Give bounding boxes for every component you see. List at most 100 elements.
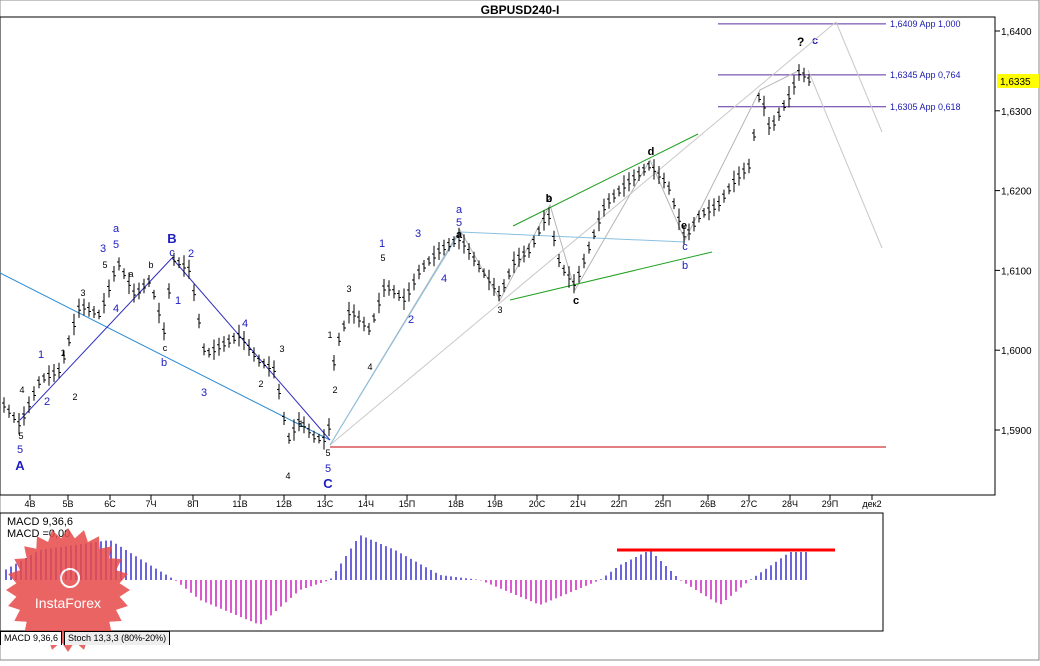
projection-line-2 — [807, 69, 883, 249]
wave-label-blue: C — [323, 476, 333, 491]
fib-label: 1,6345 App 0,764 — [890, 70, 961, 80]
current-price-label: 1,6335 — [1000, 77, 1031, 88]
wave-label-blue: c — [682, 241, 688, 253]
wave-label-blue: 1 — [175, 295, 181, 307]
date-tick-label: 12В — [276, 499, 292, 509]
date-tick-label: 5B — [62, 499, 73, 509]
date-tick-label: 13С — [317, 499, 334, 509]
fib-label: 1,6305 App 0,618 — [890, 102, 961, 112]
price-tick-label: 1,6200 — [1001, 187, 1032, 198]
fib-label: 1,6409 App 1,000 — [890, 19, 961, 29]
wave-label-black: 1 — [60, 348, 65, 358]
trendlines — [0, 21, 886, 448]
descending-trendline — [0, 272, 331, 441]
wave-label-black: 2 — [332, 385, 337, 395]
wave-label-black: 2 — [72, 392, 77, 402]
date-tick-label: 7Ч — [145, 499, 156, 509]
price-tick-label: 1,6000 — [1001, 346, 1032, 357]
date-tick-label: 29П — [822, 499, 838, 509]
wave-label-black: d — [648, 146, 655, 158]
wave-label-black: 1 — [327, 330, 332, 340]
wave-path-gray — [329, 69, 801, 446]
wave-label-blue: 4 — [441, 273, 447, 285]
price-tick-label: 1,6300 — [1001, 107, 1032, 118]
wave-label-blue: 5 — [113, 239, 119, 251]
price-tick-label: 1,5900 — [1001, 426, 1032, 437]
wave-label-black: 3 — [279, 344, 284, 354]
wave-label-black: 5 — [102, 260, 107, 270]
channel-lower — [509, 251, 713, 301]
wave-label-black: 4 — [285, 471, 290, 481]
date-tick-label: 27С — [741, 499, 758, 509]
date-tick-label: 21Ч — [570, 499, 586, 509]
wave-label-blue: 2 — [44, 396, 50, 408]
wave-label-blue: 3 — [100, 243, 106, 255]
date-tick-label: 14Ч — [358, 499, 374, 509]
date-tick-label: 11В — [232, 499, 247, 509]
current-price-tag — [997, 74, 1039, 88]
wave-label-black: 2 — [546, 194, 551, 204]
date-tick-label: 4B — [24, 499, 35, 509]
wave-label-black: 5 — [325, 448, 330, 458]
price-tick-label: 1,6400 — [1001, 27, 1032, 38]
wave-label-blue: 2 — [408, 314, 414, 326]
wave-label-blue: 3 — [201, 387, 207, 399]
wave-label-blue: B — [167, 231, 176, 246]
wave-label-blue: b — [682, 260, 688, 272]
tab-stoch[interactable]: Stoch 13,3,3 (80%-20%) — [64, 631, 171, 645]
wave-label-blue: c — [169, 247, 175, 259]
wave-label-black: 5 — [18, 431, 23, 441]
wave-label-blue: 5 — [456, 217, 462, 229]
wave-label-black: 3 — [80, 288, 85, 298]
wave-label-blue: b — [161, 357, 167, 369]
date-tick-label: 26В — [700, 499, 716, 509]
date-tick-label: 6C — [104, 499, 116, 509]
question-wave-label: c — [812, 35, 818, 47]
wave-label-blue: 1 — [379, 238, 385, 250]
projection-line-1 — [835, 21, 883, 133]
date-tick-label: 22П — [611, 499, 627, 509]
wave-label-blue: 3 — [415, 228, 421, 240]
wave-label-black: 1 — [298, 419, 303, 429]
wave-label-black: 4 — [367, 362, 372, 372]
price-bars — [2, 64, 811, 450]
wave-label-black: 3 — [346, 284, 351, 294]
wave-label-blue: a — [113, 223, 120, 235]
indicator-tabs: MACD 9,36,6 Stoch 13,3,3 (80%-20%) — [0, 631, 172, 645]
date-tick-label: 20С — [529, 499, 546, 509]
wave-label-black: a — [456, 229, 463, 241]
price-axis: 1,6400 1,6300 1,6200 1,6100 1,6000 1,5900 — [994, 17, 1032, 495]
wave-label-black: a — [128, 269, 133, 279]
wave-label-black: b — [148, 260, 153, 270]
wave-label-black: c — [163, 343, 168, 353]
date-axis: 4B 5B 6C 7Ч 8П 11В 12В 13С 14Ч 15П 18В 19В 20С 21Ч 22П… — [24, 495, 882, 509]
date-tick-label: дек2 — [862, 499, 881, 509]
date-tick-label: 8П — [187, 499, 198, 509]
wave-label-blue: 1 — [38, 349, 44, 361]
wave-label-blue: 5 — [17, 444, 23, 456]
wave-label-black: c — [573, 295, 579, 307]
watermark-text: InstaForex — [35, 595, 101, 611]
date-tick-label: 25П — [655, 499, 671, 509]
wave-label-blue: 5 — [325, 463, 331, 475]
date-tick-label: 18В — [448, 499, 464, 509]
chart-title: GBPUSD240-I — [481, 3, 560, 17]
price-tick-label: 1,6100 — [1001, 266, 1032, 277]
wave-label-blue: a — [456, 204, 463, 216]
date-tick-label: 19В — [487, 499, 503, 509]
wave-label-black: 5 — [380, 253, 385, 263]
question-mark: ? — [797, 35, 804, 49]
wave-label-blue: 2 — [188, 248, 194, 260]
projection-line-up — [329, 21, 837, 446]
wave-label-black: 4 — [19, 385, 24, 395]
date-tick-label: 28Ч — [782, 499, 798, 509]
macd-title: MACD 9,36,6 — [7, 516, 73, 528]
tab-macd[interactable]: MACD 9,36,6 — [0, 631, 63, 645]
wave-label-black: 2 — [258, 379, 263, 389]
wave-label-black: b — [546, 193, 553, 205]
wave-leg-1 — [329, 231, 461, 446]
